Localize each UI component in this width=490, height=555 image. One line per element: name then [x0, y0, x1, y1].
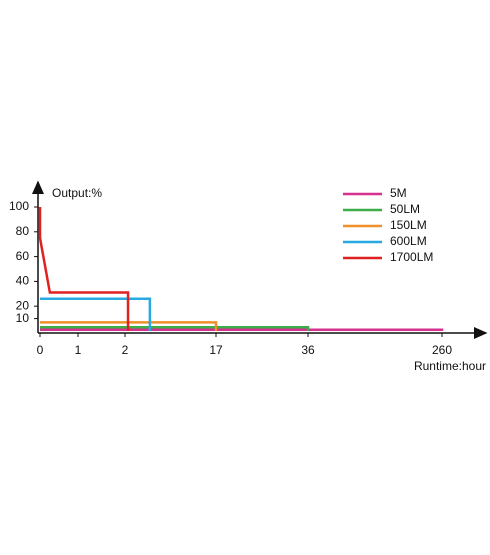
- x-tick-label: 17: [209, 343, 223, 357]
- y-tick-label: 100: [9, 199, 29, 213]
- legend-label: 50LM: [390, 202, 420, 216]
- series-line: [38, 207, 130, 331]
- legend-label: 600LM: [390, 234, 427, 248]
- x-tick-label: 36: [301, 343, 315, 357]
- series-line: [40, 321, 218, 331]
- x-tick-label: 2: [122, 343, 129, 357]
- y-axis-label: Output:%: [52, 186, 102, 200]
- y-tick-label: 20: [16, 298, 30, 312]
- legend-label: 1700LM: [390, 250, 433, 264]
- series-line: [40, 326, 310, 331]
- x-axis-label: Runtime:hour: [414, 359, 486, 373]
- legend-label: 5M: [390, 186, 407, 200]
- x-tick-label: 0: [37, 343, 44, 357]
- legend-label: 150LM: [390, 218, 427, 232]
- series-line: [40, 328, 444, 332]
- x-tick-label: 260: [432, 343, 452, 357]
- y-tick-label: 40: [16, 274, 30, 288]
- y-tick-label: 10: [16, 311, 30, 325]
- series-line: [40, 297, 152, 331]
- y-tick-label: 80: [16, 224, 30, 238]
- y-tick-label: 60: [16, 249, 30, 263]
- x-tick-label: 1: [75, 343, 82, 357]
